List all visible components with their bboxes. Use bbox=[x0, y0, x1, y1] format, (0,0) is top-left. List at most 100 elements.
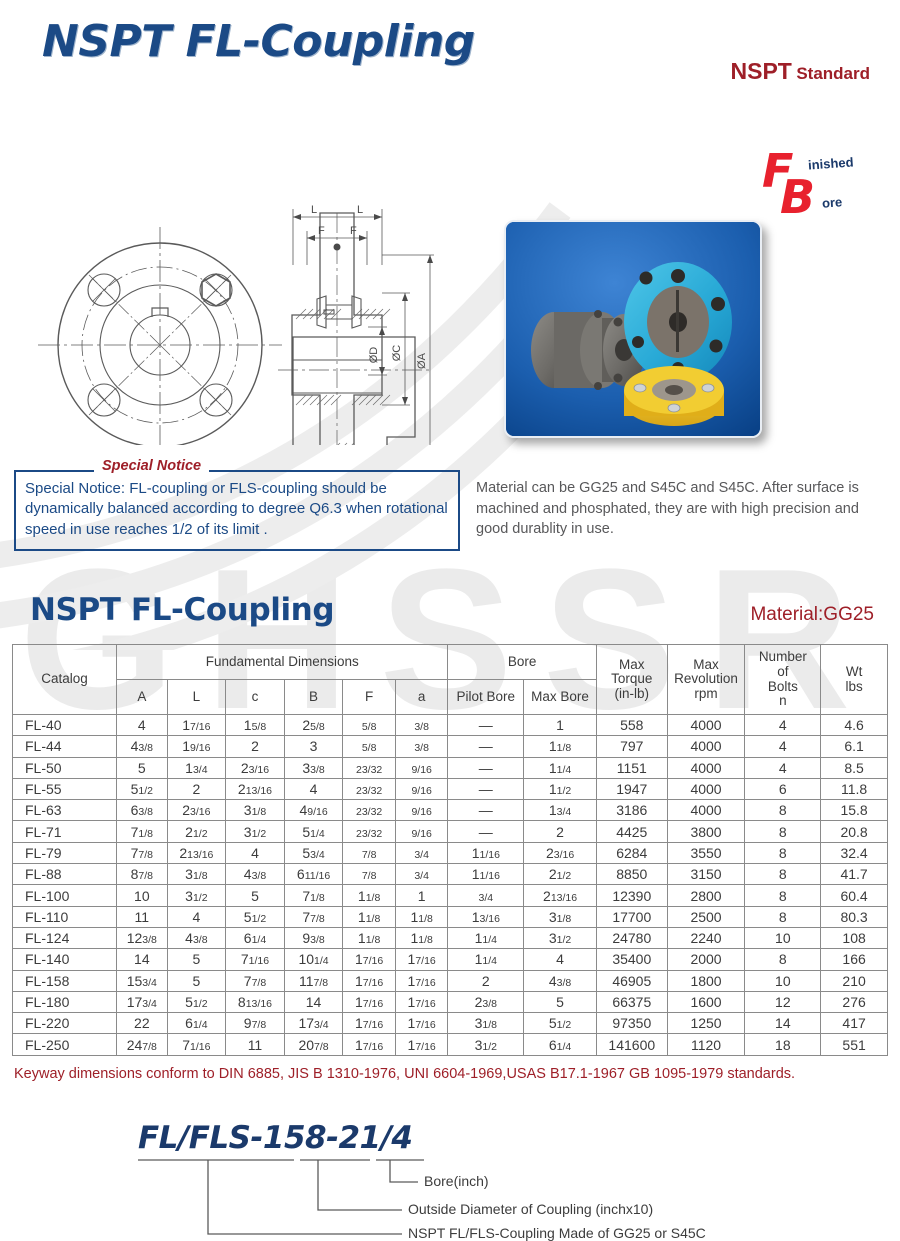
cell-c: 77/8 bbox=[225, 969, 285, 992]
cell-bolts: 8 bbox=[744, 905, 822, 928]
specification-table: Catalog Fundamental Dimensions Bore Max T… bbox=[11, 644, 888, 1056]
legend-outside-diameter: Outside Diameter of Coupling (inchx10) bbox=[408, 1201, 654, 1217]
cell-B: 53/4 bbox=[283, 841, 344, 865]
cell-F: 17/16 bbox=[342, 990, 396, 1014]
legend-bore: Bore(inch) bbox=[424, 1173, 489, 1189]
cell-catalog: FL-63 bbox=[11, 799, 118, 822]
cell-c: 5 bbox=[225, 884, 285, 907]
cell-F: 5/8 bbox=[342, 735, 396, 758]
cell-c: 43/8 bbox=[225, 863, 285, 886]
cell-A: 51/2 bbox=[116, 777, 168, 801]
special-notice-body: Special Notice: FL-coupling or FLS-coupl… bbox=[14, 470, 460, 552]
cell-bolts: 10 bbox=[744, 926, 822, 950]
cell-wt: 108 bbox=[820, 926, 888, 950]
cell-F: 17/16 bbox=[342, 948, 396, 971]
dim-label-F-right: F bbox=[350, 225, 357, 237]
cell-maxbore: 51/2 bbox=[523, 1012, 597, 1035]
cell-B: 77/8 bbox=[283, 905, 344, 928]
cell-B: 51/4 bbox=[283, 820, 344, 843]
th-sub-b: B bbox=[283, 679, 344, 715]
cell-a: 17/16 bbox=[394, 948, 449, 971]
th-number-of-bolts: Number of Bolts n bbox=[744, 644, 822, 715]
cell-catalog: FL-40 bbox=[11, 713, 118, 737]
cell-torque: 141600 bbox=[595, 1033, 668, 1056]
cell-torque: 97350 bbox=[595, 1012, 668, 1035]
page-header: NSPT FL-Coupling NSPT Standard bbox=[0, 0, 900, 108]
th-sub-pilot-bore: Pilot Bore bbox=[447, 679, 525, 715]
cell-rpm: 2800 bbox=[666, 884, 746, 907]
cell-rpm: 2000 bbox=[666, 948, 746, 971]
cell-pilot: 31/2 bbox=[447, 1033, 525, 1056]
th-sub-l: L bbox=[166, 679, 227, 715]
brand-suffix: Standard bbox=[796, 64, 870, 83]
cell-B: 173/4 bbox=[283, 1012, 344, 1035]
cell-torque: 24780 bbox=[595, 926, 668, 950]
cell-pilot: — bbox=[447, 777, 525, 801]
cell-rpm: 4000 bbox=[666, 799, 746, 822]
cell-A: 14 bbox=[116, 948, 168, 971]
cell-c: 4 bbox=[225, 841, 285, 865]
cell-F: 5/8 bbox=[342, 713, 396, 737]
cell-F: 7/8 bbox=[342, 863, 396, 886]
cell-a: 17/16 bbox=[394, 990, 449, 1014]
cell-torque: 6284 bbox=[595, 841, 668, 865]
cell-maxbore: 31/2 bbox=[523, 926, 597, 950]
cell-catalog: FL-50 bbox=[11, 756, 118, 779]
cell-bolts: 8 bbox=[744, 863, 822, 886]
th-bore: Bore bbox=[447, 644, 597, 680]
cell-L: 19/16 bbox=[166, 735, 227, 758]
section-title: NSPT FL-Coupling bbox=[30, 592, 335, 628]
section-material: Material:GG25 bbox=[750, 604, 874, 625]
cell-c: 213/16 bbox=[225, 777, 285, 801]
cell-pilot: — bbox=[447, 713, 525, 737]
th-sub-c: c bbox=[225, 679, 285, 715]
cell-maxbore: 43/8 bbox=[523, 969, 597, 992]
cell-maxbore: 2 bbox=[523, 820, 597, 843]
cell-maxbore: 31/8 bbox=[523, 905, 597, 928]
cell-maxbore: 13/4 bbox=[523, 799, 597, 822]
cell-catalog: FL-180 bbox=[11, 990, 118, 1014]
cell-a: 9/16 bbox=[394, 777, 449, 801]
cell-F: 17/16 bbox=[342, 1033, 396, 1056]
cell-bolts: 8 bbox=[744, 841, 822, 865]
cell-bolts: 4 bbox=[744, 735, 822, 758]
cell-A: 153/4 bbox=[116, 969, 168, 992]
cell-pilot: 11/16 bbox=[447, 863, 525, 886]
cell-c: 97/8 bbox=[225, 1012, 285, 1035]
cell-torque: 1151 bbox=[595, 756, 668, 779]
logo-letter-b: B bbox=[780, 170, 816, 224]
cell-catalog: FL-250 bbox=[11, 1033, 118, 1056]
cell-A: 4 bbox=[116, 713, 168, 737]
cell-rpm: 4000 bbox=[666, 756, 746, 779]
cell-a: 11/8 bbox=[394, 926, 449, 950]
cell-maxbore: 23/16 bbox=[523, 841, 597, 865]
cell-a: 9/16 bbox=[394, 820, 449, 843]
cell-catalog: FL-79 bbox=[11, 841, 118, 865]
cell-A: 22 bbox=[116, 1012, 168, 1035]
cell-B: 25/8 bbox=[283, 713, 344, 737]
cell-F: 17/16 bbox=[342, 969, 396, 992]
page-title: NSPT FL-Coupling bbox=[42, 16, 475, 67]
dim-label-dia-A: ØA bbox=[416, 352, 428, 369]
cell-pilot: — bbox=[447, 799, 525, 822]
cell-a: 17/16 bbox=[394, 1012, 449, 1035]
cell-F: 23/32 bbox=[342, 820, 396, 843]
cell-pilot: — bbox=[447, 820, 525, 843]
cell-F: 23/32 bbox=[342, 756, 396, 779]
cell-c: 61/4 bbox=[225, 926, 285, 950]
cell-maxbore: 11/8 bbox=[523, 735, 597, 758]
cell-pilot: 3/4 bbox=[447, 884, 525, 907]
cell-a: 9/16 bbox=[394, 799, 449, 822]
cell-a: 17/16 bbox=[394, 969, 449, 992]
cell-maxbore: 213/16 bbox=[523, 884, 597, 907]
cell-L: 51/2 bbox=[166, 990, 227, 1014]
dim-label-L-right: L bbox=[357, 204, 363, 216]
cell-A: 10 bbox=[116, 884, 168, 907]
th-fundamental-dimensions: Fundamental Dimensions bbox=[116, 644, 449, 680]
dim-label-dia-D: ØD bbox=[368, 347, 380, 364]
table-row: FL-40 4 17/16 15/8 25/8 5/8 3/8—1 558 4000 4 4.6 bbox=[11, 713, 888, 737]
cell-a: 3/4 bbox=[394, 841, 449, 865]
cell-torque: 4425 bbox=[595, 820, 668, 843]
cell-torque: 35400 bbox=[595, 948, 668, 971]
cell-A: 11 bbox=[116, 905, 168, 928]
